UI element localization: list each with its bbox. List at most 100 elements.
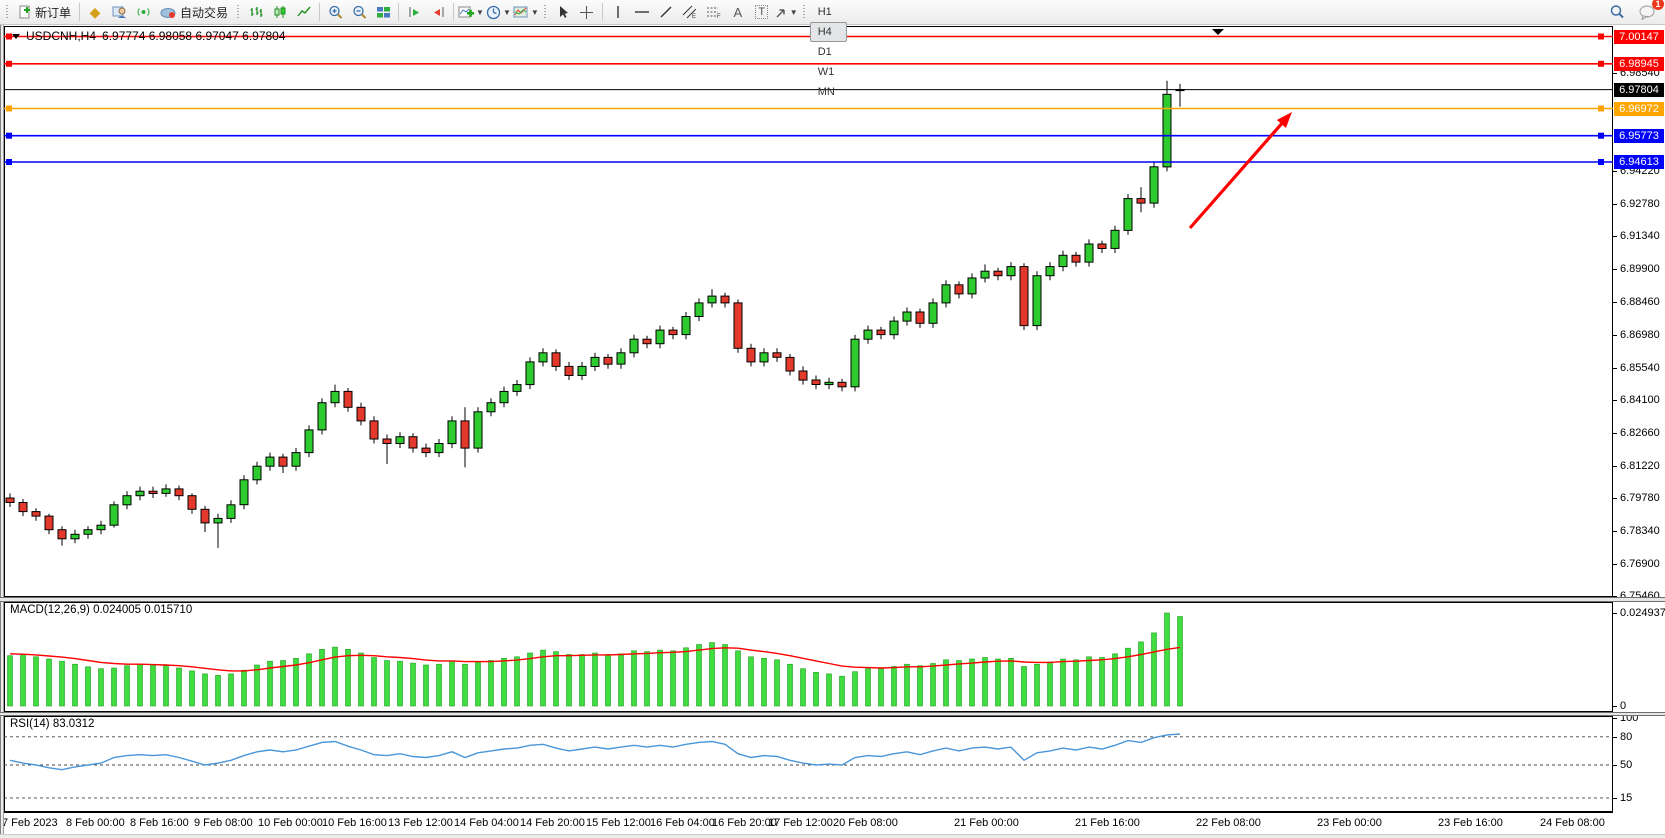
date-label: 9 Feb 08:00 <box>194 817 253 829</box>
axis-tick-label: 6.88460 <box>1613 295 1660 309</box>
hline-handle[interactable] <box>6 132 12 139</box>
auto-scroll-icon <box>431 5 446 19</box>
line-chart-button[interactable] <box>293 2 315 22</box>
hline-handle[interactable] <box>6 159 12 165</box>
pane-splitter[interactable] <box>0 597 1665 602</box>
channel-button[interactable]: E <box>679 2 701 22</box>
zoom-out-button[interactable] <box>348 2 370 22</box>
text-label-button[interactable]: T <box>751 2 773 22</box>
trendline-button[interactable] <box>655 2 677 22</box>
text-button[interactable]: A <box>727 2 749 22</box>
zoom-in-button[interactable] <box>324 2 346 22</box>
crosshair-button[interactable] <box>576 2 598 22</box>
timeframe-h1-button[interactable]: H1 <box>817 6 832 18</box>
date-label: 22 Feb 08:00 <box>1196 817 1261 829</box>
hline-handle[interactable] <box>1598 132 1604 139</box>
text-label-icon: T <box>755 5 769 19</box>
date-label: 15 Feb 12:00 <box>586 817 651 829</box>
axis-tick-label: 6.84100 <box>1613 393 1660 407</box>
hline-handle[interactable] <box>6 60 12 67</box>
rsi-canvas[interactable] <box>4 716 1613 812</box>
profiles-button[interactable]: ◆ <box>84 2 106 22</box>
macd-signal-line <box>9 646 1181 672</box>
rsi-line <box>9 733 1181 771</box>
hline-handle[interactable] <box>1598 33 1604 40</box>
indicators-icon <box>458 5 475 19</box>
date-label: 21 Feb 00:00 <box>954 817 1019 829</box>
window-bottom-edge <box>0 834 1665 838</box>
cursor-button[interactable] <box>552 2 574 22</box>
toolbar-grip[interactable] <box>236 4 242 20</box>
toolbar-right: 1 <box>1605 0 1664 22</box>
timeframe-w1-button[interactable]: W1 <box>817 66 835 78</box>
chart-ohlc-values: 6.97774 6.98058 6.97047 6.97804 <box>102 29 286 43</box>
horizontal-line-icon <box>634 5 650 19</box>
broadcast-icon <box>136 5 151 19</box>
auto-scroll-button[interactable] <box>427 2 449 22</box>
indicators-button[interactable]: ▼ <box>458 2 484 22</box>
date-label: 10 Feb 00:00 <box>258 817 323 829</box>
separator <box>601 3 603 21</box>
rsi-pane[interactable] <box>4 716 1613 812</box>
templates-button[interactable]: ▼ <box>513 2 539 22</box>
hline-handle[interactable] <box>6 105 12 112</box>
new-order-button[interactable]: 新订单 <box>14 2 75 22</box>
autotrading-cloud-icon <box>160 5 177 19</box>
arrows-button[interactable]: ▼ <box>775 2 798 22</box>
timeframe-h4-button[interactable]: H4 <box>809 22 848 42</box>
main-chart-pane[interactable] <box>4 26 1613 597</box>
time-axis[interactable]: 7 Feb 2023 8 Feb 00:00 8 Feb 16:00 9 Feb 08… <box>0 812 1613 834</box>
date-label: 23 Feb 00:00 <box>1317 817 1382 829</box>
macd-canvas[interactable] <box>4 602 1613 712</box>
hline-handle[interactable] <box>6 33 12 40</box>
chart-dropdown-icon[interactable] <box>12 33 20 39</box>
cursor-icon <box>557 5 569 19</box>
axis-tick-label: 6.78340 <box>1613 524 1660 538</box>
bar-chart-button[interactable] <box>245 2 267 22</box>
vertical-line-button[interactable] <box>607 2 629 22</box>
toolbar-grip[interactable] <box>801 4 807 20</box>
price-line-label: 6.94613 <box>1614 155 1664 169</box>
macd-indicator-label: MACD(12,26,9) 0.024005 0.015710 <box>10 604 193 616</box>
chart-title: USDCNH,H4 6.97774 6.98058 6.97047 6.9780… <box>12 29 286 43</box>
toolbar-grip[interactable] <box>542 4 548 20</box>
timeframe-mn-button[interactable]: MN <box>817 86 835 98</box>
pane-splitter[interactable] <box>0 712 1665 716</box>
timeframe-d1-button[interactable]: D1 <box>817 46 832 58</box>
price-axis[interactable]: 6.98540 6.94220 6.92780 6.91340 6.89900 6.884… <box>1613 26 1665 812</box>
arrow-annotation[interactable] <box>1188 112 1292 230</box>
date-label: 7 Feb 2023 <box>2 817 58 829</box>
chat-button[interactable]: 1 <box>1636 0 1664 22</box>
date-label: 16 Feb 20:00 <box>712 817 777 829</box>
hline-handle[interactable] <box>1598 159 1604 165</box>
main-chart-canvas[interactable] <box>4 26 1613 597</box>
axis-tick-label: 6.82660 <box>1613 426 1660 440</box>
profiles-diamond-icon: ◆ <box>89 3 101 20</box>
navigator-button[interactable] <box>108 2 130 22</box>
hline-handle[interactable] <box>1598 60 1604 67</box>
bar-chart-icon <box>249 5 264 19</box>
toolbar: 新订单 ◆ 自动交易 ▼ ▼ ▼ E <box>0 0 1665 98</box>
svg-text:E: E <box>692 14 696 19</box>
periods-button[interactable]: ▼ <box>486 2 511 22</box>
broadcast-button[interactable] <box>132 2 154 22</box>
chat-icon <box>1639 4 1656 20</box>
chart-shift-marker <box>1212 29 1224 35</box>
horizontal-line-button[interactable] <box>631 2 653 22</box>
hline-handle[interactable] <box>1598 105 1604 112</box>
autotrading-button[interactable]: 自动交易 <box>156 2 232 22</box>
macd-pane[interactable] <box>4 602 1613 712</box>
price-line-label: 6.95773 <box>1614 129 1664 143</box>
chart-shift-button[interactable] <box>403 2 425 22</box>
tile-windows-button[interactable] <box>372 2 394 22</box>
fibonacci-button[interactable]: F <box>703 2 725 22</box>
search-button[interactable] <box>1606 2 1628 22</box>
price-line-label: 6.97804 <box>1614 83 1664 97</box>
svg-text:F: F <box>717 14 721 19</box>
separator <box>79 3 81 21</box>
date-label: 21 Feb 16:00 <box>1075 817 1140 829</box>
date-label: 24 Feb 08:00 <box>1540 817 1605 829</box>
candlestick-button[interactable] <box>269 2 291 22</box>
toolbar-grip[interactable] <box>5 4 10 20</box>
date-label: 8 Feb 00:00 <box>66 817 125 829</box>
